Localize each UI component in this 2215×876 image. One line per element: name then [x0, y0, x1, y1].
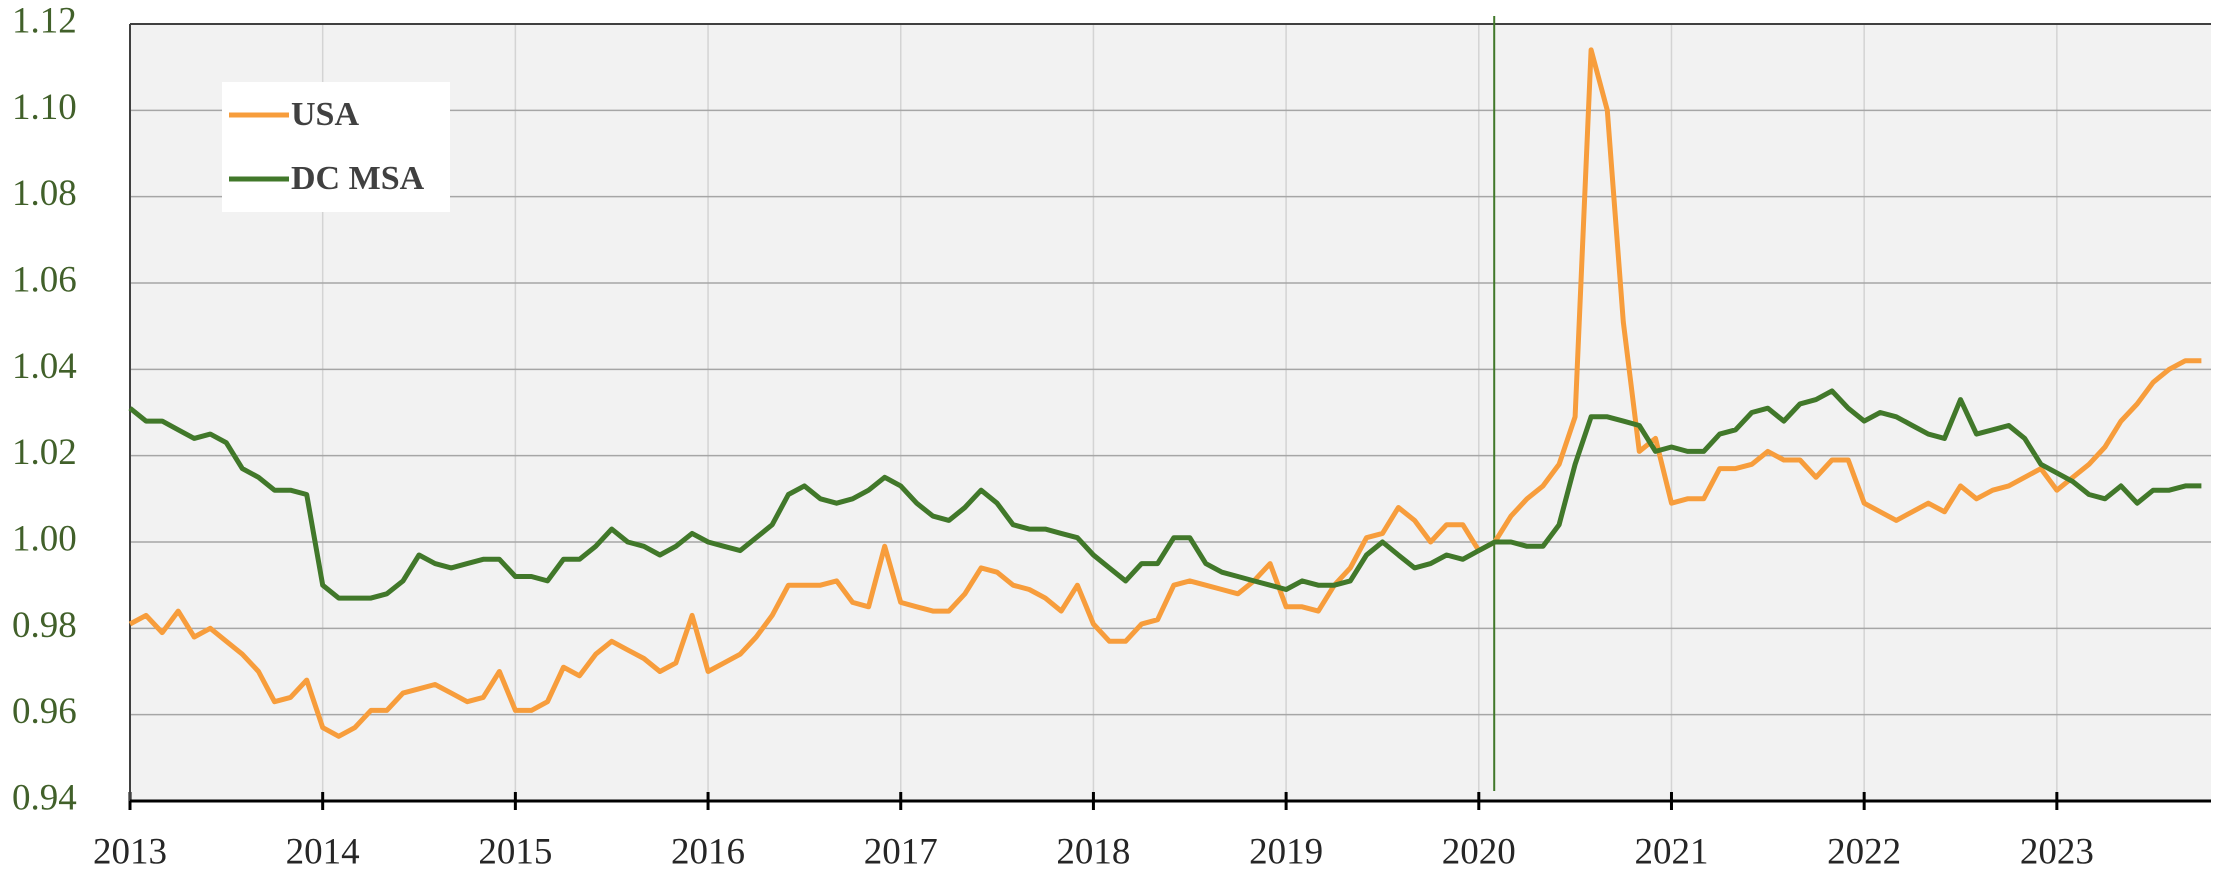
x-tick-label: 2018: [1056, 831, 1130, 872]
x-tick-label: 2020: [1442, 831, 1516, 872]
y-tick-label: 1.10: [12, 87, 77, 128]
x-tick-label: 2017: [864, 831, 938, 872]
y-tick-label: 0.96: [12, 691, 77, 732]
y-tick-label: 1.06: [12, 259, 77, 300]
legend-box: [222, 82, 450, 212]
x-tick-label: 2016: [671, 831, 745, 872]
y-tick-label: 1.08: [12, 173, 77, 214]
y-tick-label: 1.12: [12, 0, 77, 41]
x-tick-label: 2014: [286, 831, 360, 872]
legend-label: USA: [291, 96, 359, 133]
y-tick-label: 0.98: [12, 605, 77, 646]
x-tick-label: 2013: [93, 831, 167, 872]
legend-label: DC MSA: [291, 160, 425, 197]
y-tick-label: 1.00: [12, 518, 77, 559]
x-tick-label: 2015: [478, 831, 552, 872]
y-tick-label: 1.02: [12, 432, 77, 473]
x-tick-label: 2023: [2020, 831, 2094, 872]
x-tick-label: 2019: [1249, 831, 1323, 872]
y-tick-label: 0.94: [12, 777, 77, 818]
series-line: [128, 388, 2202, 601]
y-tick-label: 1.04: [12, 346, 77, 387]
x-tick-label: 2021: [1634, 831, 1708, 872]
series-line: [128, 47, 2202, 739]
x-tick-label: 2022: [1827, 831, 1901, 872]
